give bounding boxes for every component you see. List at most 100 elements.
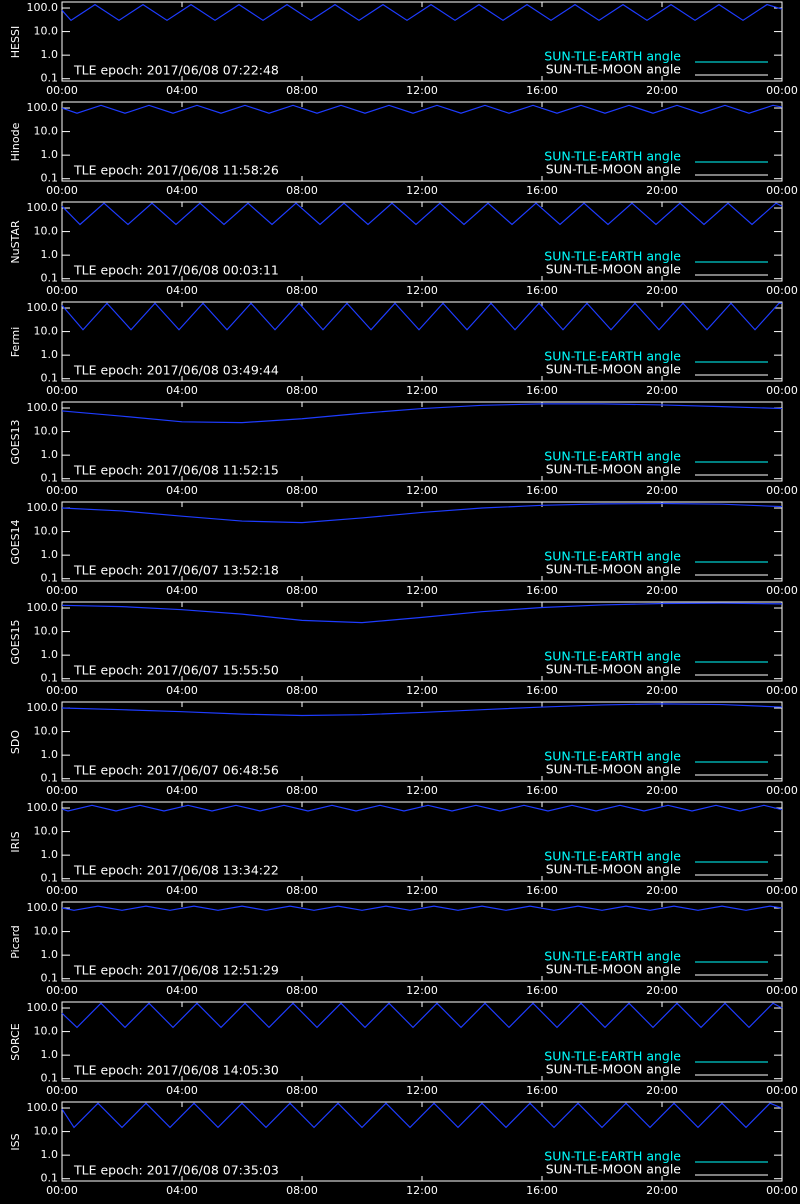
annotation: TLE epoch: 2017/06/08 03:49:44 <box>73 363 279 378</box>
x-tick-label: 00:00 <box>766 1184 798 1197</box>
y-axis-title: GOES14 <box>9 519 22 564</box>
y-tick-label: 1.0 <box>41 1148 59 1161</box>
panel: 100.010.01.00.100:00 04:00 08:00 12:00 16:00… <box>9 1001 798 1097</box>
legend-label: SUN-TLE-MOON angle <box>546 562 682 577</box>
legend-label: SUN-TLE-MOON angle <box>546 662 682 677</box>
x-tick-label: 12:00 <box>406 684 438 697</box>
x-tick-label: 00:00 <box>766 484 798 497</box>
legend-label: SUN-TLE-EARTH angle <box>544 649 681 664</box>
y-tick-label: 0.1 <box>41 572 59 585</box>
legend-label: SUN-TLE-MOON angle <box>546 362 682 377</box>
x-tick-label: 00:00 <box>46 384 78 397</box>
x-tick-label: 00:00 <box>46 884 78 897</box>
x-tick-label: 12:00 <box>406 484 438 497</box>
y-axis-title: GOES15 <box>9 619 22 664</box>
data-line <box>61 104 783 114</box>
y-tick-label: 1.0 <box>41 1048 59 1061</box>
y-tick-label: 10.0 <box>34 425 59 438</box>
x-tick-label: 00:00 <box>766 1084 798 1097</box>
y-tick-label: 10.0 <box>34 825 59 838</box>
x-tick-label: 00:00 <box>46 584 78 597</box>
panel: 100.010.01.00.100:00 04:00 08:00 12:00 16:00… <box>9 501 798 597</box>
y-axis-title: HESSI <box>9 26 22 58</box>
x-tick-label: 00:00 <box>46 184 78 197</box>
y-tick-label: 100.0 <box>27 201 59 214</box>
data-line <box>61 403 783 424</box>
x-tick-label: 08:00 <box>286 884 318 897</box>
y-axis-title: GOES13 <box>9 419 22 464</box>
x-tick-label: 20:00 <box>646 1184 678 1197</box>
legend-label: SUN-TLE-EARTH angle <box>544 1049 681 1064</box>
x-tick-label: 20:00 <box>646 784 678 797</box>
y-tick-label: 100.0 <box>27 401 59 414</box>
x-tick-label: 20:00 <box>646 584 678 597</box>
legend-label: SUN-TLE-EARTH angle <box>544 249 681 264</box>
x-tick-label: 08:00 <box>286 1184 318 1197</box>
y-tick-label: 0.1 <box>41 172 59 185</box>
legend-label: SUN-TLE-MOON angle <box>546 262 682 277</box>
y-axis-title: Picard <box>9 925 22 959</box>
x-tick-label: 20:00 <box>646 1084 678 1097</box>
x-tick-label: 12:00 <box>406 784 438 797</box>
x-tick-label: 00:00 <box>766 84 798 97</box>
x-tick-label: 16:00 <box>526 384 558 397</box>
legend-label: SUN-TLE-MOON angle <box>546 462 682 477</box>
panel: 100.010.01.00.100:00 04:00 08:00 12:00 16:00… <box>9 601 798 697</box>
x-tick-label: 04:00 <box>166 884 198 897</box>
y-tick-label: 1.0 <box>41 648 59 661</box>
x-tick-label: 04:00 <box>166 684 198 697</box>
x-tick-label: 08:00 <box>286 184 318 197</box>
x-tick-label: 00:00 <box>46 84 78 97</box>
annotation: TLE epoch: 2017/06/07 06:48:56 <box>73 763 279 778</box>
y-tick-label: 100.0 <box>27 701 59 714</box>
x-tick-label: 12:00 <box>406 1084 438 1097</box>
y-tick-label: 0.1 <box>41 272 59 285</box>
panel: 100.010.01.00.100:00 04:00 08:00 12:00 16:00… <box>9 401 798 497</box>
panel: 100.010.01.00.100:00 04:00 08:00 12:00 16:00… <box>9 901 798 997</box>
x-tick-label: 00:00 <box>766 384 798 397</box>
x-tick-label: 00:00 <box>766 684 798 697</box>
x-tick-label: 16:00 <box>526 684 558 697</box>
x-tick-label: 04:00 <box>166 484 198 497</box>
x-tick-label: 12:00 <box>406 584 438 597</box>
y-tick-label: 10.0 <box>34 325 59 338</box>
annotation: TLE epoch: 2017/06/08 12:51:29 <box>73 963 279 978</box>
y-tick-label: 0.1 <box>41 772 59 785</box>
annotation: TLE epoch: 2017/06/07 13:52:18 <box>73 563 279 578</box>
x-tick-label: 16:00 <box>526 884 558 897</box>
y-axis-title: Hinode <box>9 122 22 161</box>
annotation: TLE epoch: 2017/06/08 00:03:11 <box>73 263 279 278</box>
legend-label: SUN-TLE-MOON angle <box>546 762 682 777</box>
y-tick-label: 1.0 <box>41 548 59 561</box>
y-tick-label: 100.0 <box>27 501 59 514</box>
x-tick-label: 04:00 <box>166 184 198 197</box>
y-tick-label: 0.1 <box>41 372 59 385</box>
x-tick-label: 16:00 <box>526 284 558 297</box>
y-tick-label: 10.0 <box>34 725 59 738</box>
y-tick-label: 100.0 <box>27 901 59 914</box>
x-tick-label: 16:00 <box>526 1084 558 1097</box>
x-tick-label: 08:00 <box>286 984 318 997</box>
x-tick-label: 04:00 <box>166 384 198 397</box>
legend-label: SUN-TLE-EARTH angle <box>544 749 681 764</box>
legend-label: SUN-TLE-EARTH angle <box>544 1149 681 1164</box>
x-tick-label: 00:00 <box>766 184 798 197</box>
y-tick-label: 10.0 <box>34 1025 59 1038</box>
y-tick-label: 0.1 <box>41 72 59 85</box>
x-tick-label: 20:00 <box>646 884 678 897</box>
annotation: TLE epoch: 2017/06/07 15:55:50 <box>73 663 279 678</box>
x-tick-label: 16:00 <box>526 584 558 597</box>
y-axis-title: IRIS <box>9 831 22 852</box>
x-tick-label: 04:00 <box>166 284 198 297</box>
x-tick-label: 20:00 <box>646 484 678 497</box>
x-tick-label: 00:00 <box>766 984 798 997</box>
x-tick-label: 00:00 <box>46 784 78 797</box>
panel: 100.010.01.00.100:00 04:00 08:00 12:00 16:00… <box>9 1 798 97</box>
x-tick-label: 08:00 <box>286 584 318 597</box>
x-tick-label: 16:00 <box>526 784 558 797</box>
y-tick-label: 10.0 <box>34 225 59 238</box>
y-tick-label: 0.1 <box>41 872 59 885</box>
x-tick-label: 08:00 <box>286 784 318 797</box>
x-tick-label: 12:00 <box>406 384 438 397</box>
